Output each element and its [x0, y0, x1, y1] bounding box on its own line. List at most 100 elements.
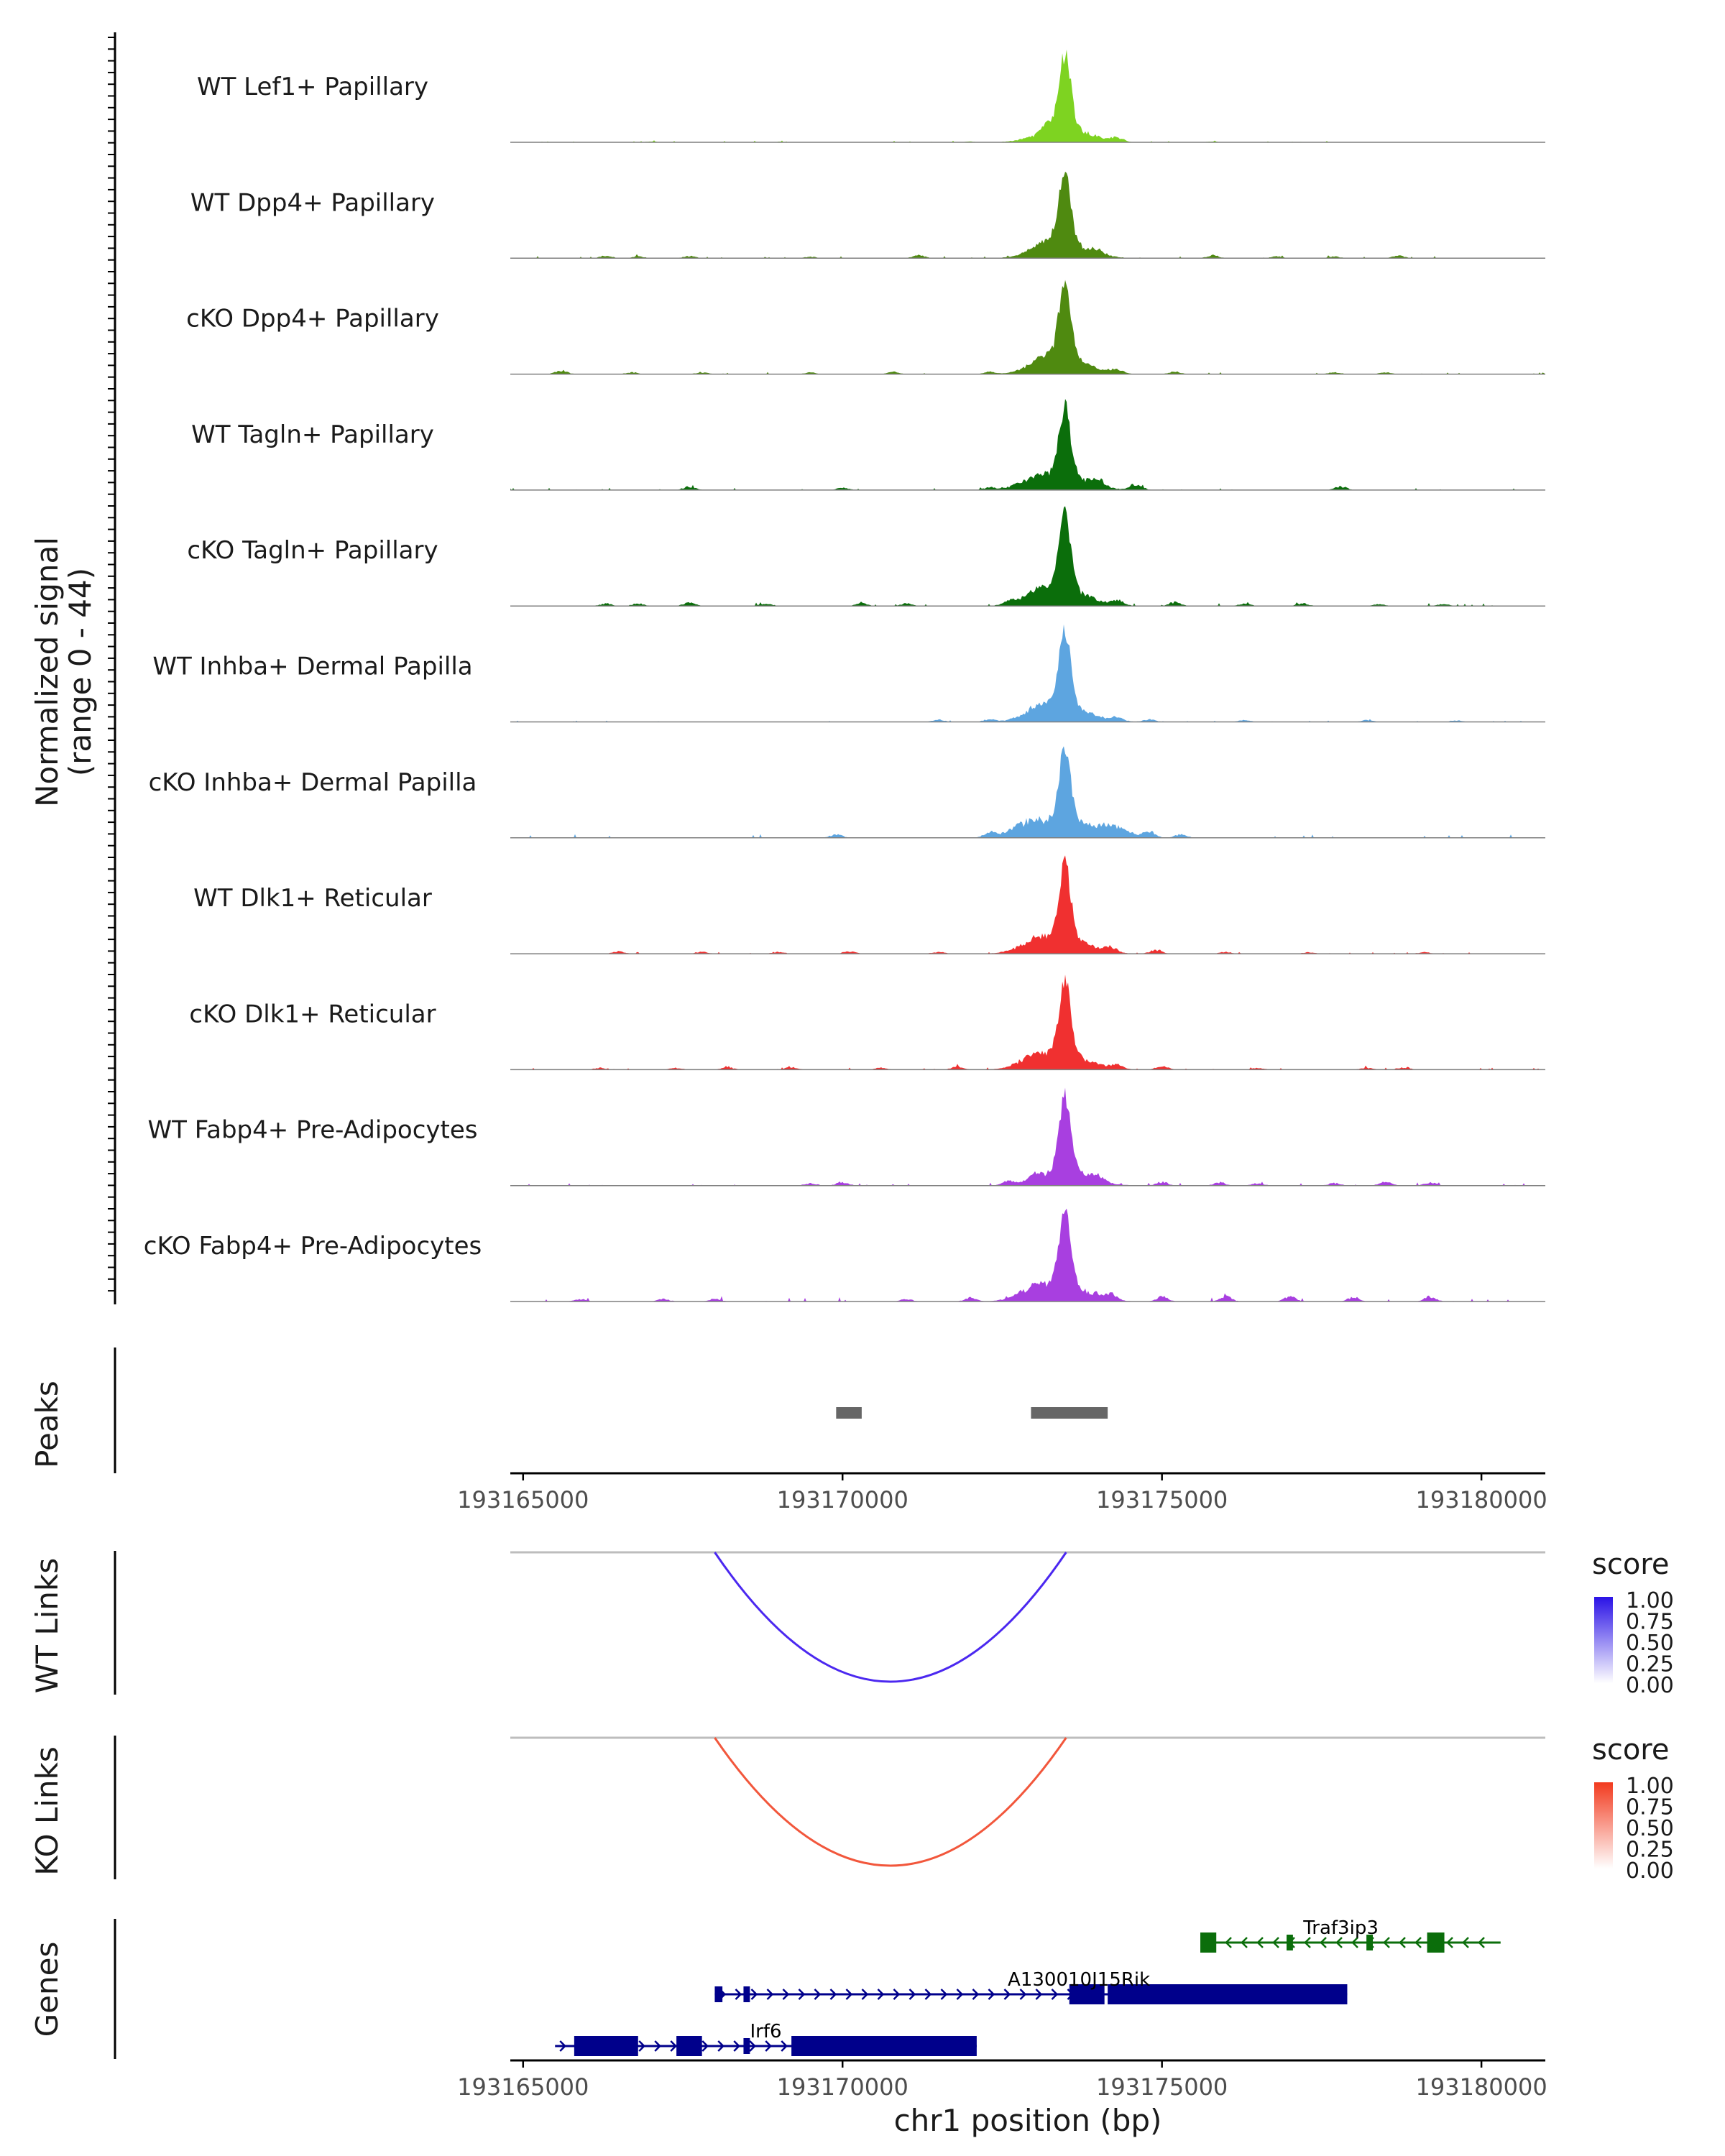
strand-arrow: [988, 1989, 995, 2000]
strand-arrow: [1035, 1989, 1043, 2000]
gene-model: Traf3ip3: [1200, 1917, 1501, 1953]
links-track-label: KO Links: [29, 1746, 65, 1876]
strand-arrow: [766, 1989, 774, 2000]
track-label: WT Dlk1+ Reticular: [193, 884, 432, 913]
x-axis-tick-label: 193180000: [1415, 2073, 1547, 2101]
strand-arrow: [1003, 1989, 1011, 2000]
strand-arrow: [1462, 1937, 1469, 1948]
track-label: cKO Tagln+ Papillary: [187, 536, 438, 565]
strand-arrow: [1256, 1937, 1264, 1948]
track-label: WT Lef1+ Papillary: [197, 73, 428, 101]
strand-arrow: [638, 2040, 645, 2052]
peak-region: [836, 1407, 862, 1419]
x-axis-tick-label: 193180000: [1415, 1486, 1547, 1514]
coverage-area: [510, 399, 1545, 490]
x-axis-tick-label: 193170000: [777, 2073, 908, 2101]
strand-arrow: [733, 2040, 740, 2052]
strand-arrow: [654, 2040, 661, 2052]
gene-exon: [714, 1986, 723, 2002]
strand-arrow: [782, 1989, 790, 2000]
track-label: cKO Dpp4+ Papillary: [186, 305, 439, 333]
coverage-track: WT Tagln+ Papillary: [191, 399, 1545, 491]
links-track-label: WT Links: [29, 1558, 65, 1693]
track-label: WT Inhba+ Dermal Papilla: [152, 653, 472, 681]
gene-exon: [574, 2036, 638, 2056]
coverage-tracks: WT Lef1+ Papillary WT Dpp4+ Papillary cKO …: [144, 50, 1545, 1302]
legend-colorbar: [1594, 1597, 1613, 1683]
strand-arrow: [924, 1989, 932, 2000]
strand-arrow: [735, 1989, 742, 2000]
coverage-y-range-label: (range 0 - 44): [63, 568, 98, 776]
strand-arrow: [717, 2040, 724, 2052]
track-label: WT Dpp4+ Papillary: [190, 188, 435, 217]
legend-tick-label: 0.50: [1626, 1816, 1674, 1841]
strand-arrow: [845, 1989, 853, 2000]
coverage-track: cKO Fabp4+ Pre-Adipocytes: [144, 1208, 1545, 1302]
legend-title: score: [1592, 1548, 1669, 1581]
track-label: WT Tagln+ Papillary: [191, 420, 434, 449]
legend-title: score: [1592, 1733, 1669, 1766]
gene-exon: [676, 2036, 702, 2056]
strand-arrow: [1241, 1937, 1248, 1948]
strand-arrow: [940, 1989, 948, 2000]
strand-arrow: [1051, 1989, 1059, 2000]
coverage-track: cKO Tagln+ Papillary: [187, 506, 1545, 607]
strand-arrow: [798, 1989, 806, 2000]
strand-arrow: [972, 1989, 980, 2000]
coverage-area: [510, 855, 1545, 954]
strand-arrow: [956, 1989, 964, 2000]
legend-tick-label: 0.00: [1626, 1858, 1674, 1884]
legend-tick-label: 0.75: [1626, 1795, 1674, 1820]
coverage-track: cKO Dlk1+ Reticular: [189, 975, 1545, 1071]
coverage-track: WT Inhba+ Dermal Papilla: [152, 624, 1545, 723]
coverage-area: [510, 50, 1545, 142]
link-arc: [714, 1737, 1067, 1867]
gene-exon: [1287, 1935, 1293, 1950]
peak-region: [1031, 1407, 1108, 1419]
strand-arrow: [750, 1989, 758, 2000]
links-panel: KO Links score 1.000.750.500.250.00: [29, 1733, 1674, 1884]
track-label: cKO Fabp4+ Pre-Adipocytes: [144, 1232, 482, 1261]
coverage-area: [510, 171, 1545, 259]
strand-arrow: [670, 2040, 677, 2052]
peaks-track-label: Peaks: [29, 1381, 65, 1468]
coverage-track: WT Fabp4+ Pre-Adipocytes: [148, 1087, 1545, 1187]
strand-arrow: [1383, 1937, 1390, 1948]
coverage-area: [510, 280, 1545, 374]
strand-arrow: [1399, 1937, 1406, 1948]
strand-arrow: [702, 2040, 709, 2052]
strand-arrow: [765, 2040, 772, 2052]
coverage-track: cKO Inhba+ Dermal Papilla: [149, 746, 1545, 839]
link-arc: [714, 1552, 1067, 1683]
legend-colorbar: [1594, 1782, 1613, 1869]
legend-tick-label: 0.25: [1626, 1652, 1674, 1677]
coverage-track: WT Lef1+ Papillary: [197, 50, 1545, 143]
gene-model: A130010J15Rik: [714, 1969, 1348, 2004]
strand-arrow: [559, 2040, 566, 2052]
gene-exon: [1366, 1935, 1373, 1950]
coordinate-axis-bottom: 193165000 193170000 193175000 193180000: [457, 2059, 1547, 2101]
strand-arrow: [861, 1989, 869, 2000]
gene-model: Irf6: [555, 2021, 977, 2056]
strand-arrow: [829, 1989, 837, 2000]
gene-exon: [1069, 1984, 1105, 2004]
x-axis-tick-label: 193175000: [1096, 2073, 1228, 2101]
track-label: cKO Dlk1+ Reticular: [189, 1000, 436, 1028]
coverage-area: [510, 1087, 1545, 1186]
strand-arrow: [1320, 1937, 1327, 1948]
strand-arrow: [1304, 1937, 1311, 1948]
strand-arrow: [908, 1989, 916, 2000]
strand-arrow: [1019, 1989, 1027, 2000]
coverage-area: [510, 746, 1545, 838]
coordinate-axis-top: 193165000 193170000 193175000 193180000: [457, 1472, 1547, 1514]
legend-tick-label: 0.25: [1626, 1838, 1674, 1863]
gene-exon: [1200, 1932, 1217, 1953]
strand-arrow: [781, 2040, 788, 2052]
coverage-y-axis: [108, 32, 116, 1304]
gene-exon: [743, 2038, 750, 2054]
strand-arrow: [1414, 1937, 1422, 1948]
strand-arrow: [877, 1989, 885, 2000]
x-axis-title: chr1 position (bp): [894, 2103, 1162, 2138]
gene-exon: [1108, 1984, 1348, 2004]
